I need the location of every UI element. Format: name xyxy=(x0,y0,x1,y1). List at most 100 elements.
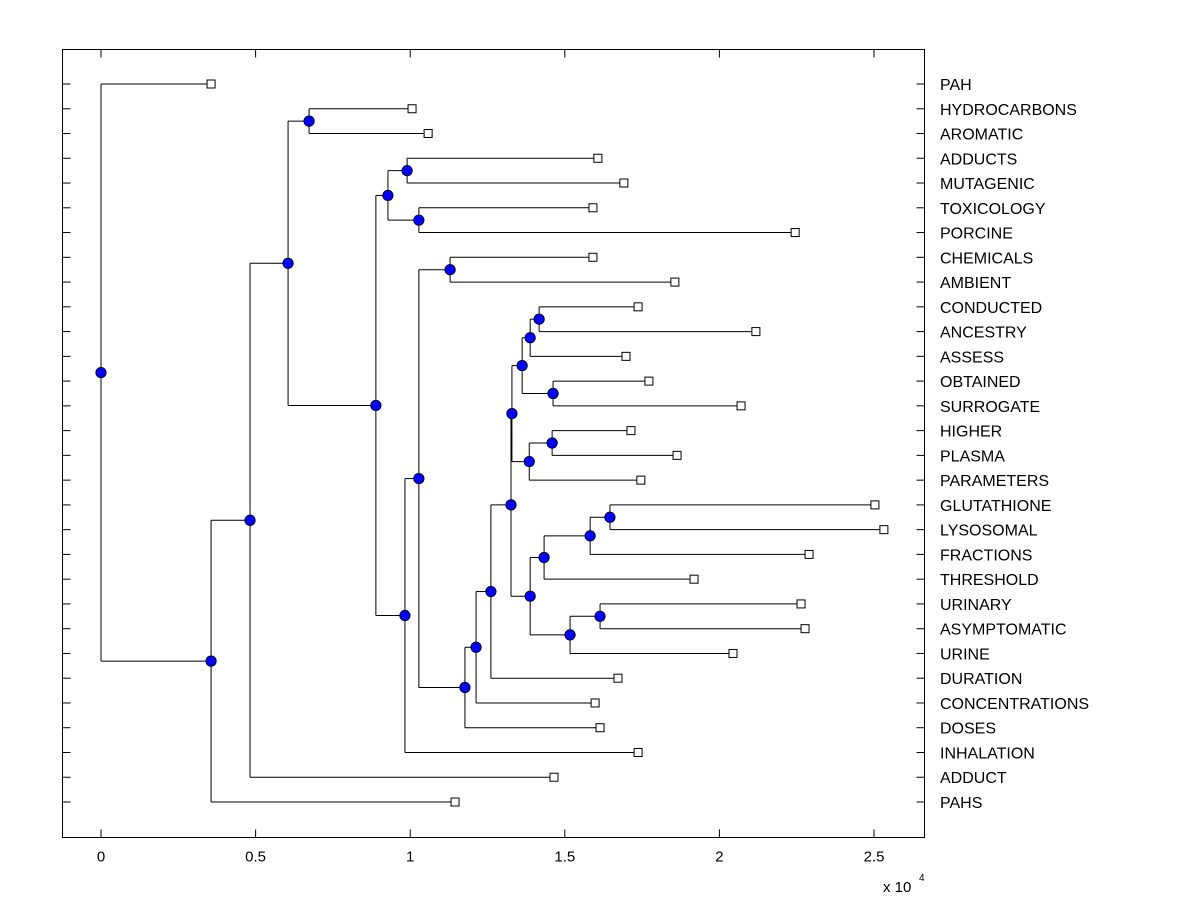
leaf-label: GLUTATHIONE xyxy=(940,498,1051,515)
leaf-label: PAH xyxy=(940,77,972,94)
internal-node-marker xyxy=(244,514,256,526)
internal-node-marker xyxy=(413,214,425,226)
leaf-label: ASYMPTOMATIC xyxy=(940,622,1067,639)
internal-node-marker xyxy=(564,629,576,641)
leaf-marker xyxy=(588,203,598,213)
x-tick-label: 1 xyxy=(406,849,414,866)
x-tick-label: 2.5 xyxy=(864,849,885,866)
leaf-label: ANCESTRY xyxy=(940,325,1027,342)
internal-node-marker xyxy=(604,511,616,523)
leaf-label: THRESHOLD xyxy=(940,572,1039,589)
internal-node-marker xyxy=(505,499,517,511)
internal-node-marker xyxy=(303,115,315,127)
leaf-label: AMBIENT xyxy=(940,275,1011,292)
leaf-label: CHEMICALS xyxy=(940,250,1033,267)
leaf-marker xyxy=(689,574,699,584)
internal-node-marker xyxy=(584,530,596,542)
leaf-label: TOXICOLOGY xyxy=(940,201,1046,218)
internal-node-marker xyxy=(538,551,550,564)
leaf-marker xyxy=(423,129,433,139)
leaf-label: SURROGATE xyxy=(940,399,1040,416)
internal-node-marker xyxy=(413,472,425,485)
internal-node-marker xyxy=(470,641,482,653)
leaf-label: ADDUCTS xyxy=(940,151,1017,168)
leaf-label: PLASMA xyxy=(940,448,1005,465)
leaf-marker xyxy=(728,648,738,658)
leaf-label: DOSES xyxy=(940,721,996,738)
x-tick-label: 0.5 xyxy=(245,849,266,866)
leaf-marker xyxy=(644,376,654,386)
leaf-marker xyxy=(870,500,880,510)
leaf-label: HYDROCARBONS xyxy=(940,102,1077,119)
leaf-marker xyxy=(633,747,643,757)
leaf-marker xyxy=(590,698,600,708)
x-tick-label: 0 xyxy=(97,849,105,866)
internal-node-marker xyxy=(370,399,382,412)
leaf-label: FRACTIONS xyxy=(940,547,1032,564)
leaf-label: LYSOSOMAL xyxy=(940,523,1038,540)
internal-node-marker xyxy=(533,313,545,325)
leaf-marker xyxy=(626,426,636,436)
y-axis: PAH HYDROCARBONS AROMATIC ADDUCTS MUTAGENIC T… xyxy=(62,77,1089,812)
leaf-label: ADDUCT xyxy=(940,770,1007,787)
internal-node-marker xyxy=(506,407,518,420)
internal-node-marker xyxy=(399,609,411,622)
leaf-label: OBTAINED xyxy=(940,374,1021,391)
internal-node-marker xyxy=(524,590,536,602)
leaf-label: CONCENTRATIONS xyxy=(940,696,1089,713)
leaf-label: INHALATION xyxy=(940,745,1035,762)
leaf-marker xyxy=(751,327,761,337)
internal-node-marker xyxy=(401,165,413,177)
internal-node-marker xyxy=(95,366,107,379)
leaf-label: URINARY xyxy=(940,597,1012,614)
leaf-marker xyxy=(736,401,746,411)
x-tick-label: 1.5 xyxy=(554,849,575,866)
leaf-marker xyxy=(593,153,603,163)
internal-node-marker xyxy=(547,387,559,400)
leaf-label: MUTAGENIC xyxy=(940,176,1035,193)
x-tick-label: 2 xyxy=(715,849,723,866)
leaf-marker xyxy=(619,178,629,188)
internal-node-marker xyxy=(594,610,606,622)
leaf-marker xyxy=(595,723,605,733)
leaf-marker xyxy=(549,772,559,782)
leaf-marker xyxy=(804,549,814,559)
internal-node-marker xyxy=(524,332,536,344)
x-multiplier-exponent: 4 xyxy=(919,873,925,884)
leaf-label: PAHS xyxy=(940,795,982,812)
internal-node-marker xyxy=(382,189,394,202)
internal-node-marker xyxy=(459,681,471,694)
leaf-marker xyxy=(796,599,806,609)
internal-node-marker xyxy=(485,585,497,598)
internal-node-marker xyxy=(546,437,558,449)
branches xyxy=(100,83,884,803)
internal-node-marker xyxy=(516,360,528,372)
leaf-marker xyxy=(407,104,417,114)
x-axis: 0 0.5 1 1.5 2 2.5 xyxy=(97,49,885,866)
leaf-marker xyxy=(450,797,460,807)
plot-area xyxy=(62,49,925,838)
leaf-marker xyxy=(672,450,682,460)
leaf-marker xyxy=(588,252,598,262)
x-multiplier-label: x 10 xyxy=(883,879,911,896)
leaf-label: DURATION xyxy=(940,671,1022,688)
leaf-marker xyxy=(879,525,889,535)
leaf-label: URINE xyxy=(940,646,990,663)
leaf-marker xyxy=(633,302,643,312)
leaf-label: AROMATIC xyxy=(940,127,1023,144)
leaf-label: ASSESS xyxy=(940,349,1004,366)
leaf-marker xyxy=(790,228,800,238)
internal-node-marker xyxy=(444,264,456,276)
leaf-label: HIGHER xyxy=(940,424,1002,441)
leaf-label: CONDUCTED xyxy=(940,300,1042,317)
leaf-marker xyxy=(621,351,631,361)
internal-node-marker xyxy=(205,655,217,667)
internal-node-marker xyxy=(282,257,294,269)
leaf-marker xyxy=(613,673,623,683)
nodes xyxy=(95,79,889,807)
leaf-marker xyxy=(670,277,680,287)
internal-node-marker xyxy=(523,455,535,468)
leaf-marker xyxy=(636,475,646,485)
leaf-marker xyxy=(800,624,810,634)
